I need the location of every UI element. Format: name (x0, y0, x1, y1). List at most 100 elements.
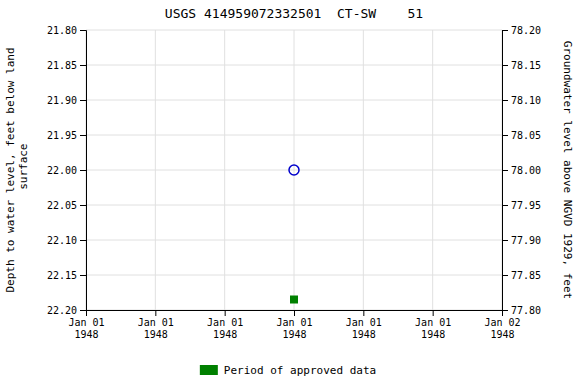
tick-mark (363, 310, 364, 316)
tick: 78.10 (502, 95, 541, 106)
tick: 78.00 (502, 165, 541, 176)
tick-label: 78.15 (511, 60, 541, 71)
tick-label-line: 1948 (144, 329, 168, 340)
tick-label-line: 1948 (490, 329, 514, 340)
tick: 78.05 (502, 130, 541, 141)
series (289, 165, 299, 175)
axis-line (503, 31, 509, 311)
tick-label: 21.85 (47, 60, 77, 71)
grid-line-y (86, 275, 502, 276)
tick-label: 78.05 (511, 130, 541, 141)
x-axis: Jan 011948Jan 011948Jan 011948Jan 011948… (68, 310, 520, 340)
tick-mark (502, 275, 508, 276)
tick-mark (80, 275, 86, 276)
grid (86, 30, 502, 310)
tick: Jan 011948 (415, 310, 451, 340)
tick-label: 22.20 (47, 305, 77, 316)
tick-label: Jan 011948 (68, 317, 104, 340)
marks (289, 165, 299, 303)
tick-label-line: Jan 01 (346, 317, 382, 328)
tick-label-line: Jan 01 (68, 317, 104, 328)
y-axis: 21.8021.8521.9021.9522.0022.0522.1022.15… (47, 25, 87, 316)
tick-mark (80, 170, 86, 171)
tick-label: 78.00 (511, 165, 541, 176)
tick-mark (502, 205, 508, 206)
tick: Jan 011948 (276, 310, 312, 340)
tick-mark (80, 100, 86, 101)
tick-label: Jan 011948 (415, 317, 451, 340)
tick: Jan 011948 (346, 310, 382, 340)
y2-axis: 78.20 78.15 78.10 78.05 78.00 77.95 77.90 77.85… (502, 25, 541, 316)
tick-label-line: Jan 01 (207, 317, 243, 328)
tick-label: Jan 011948 (207, 317, 243, 340)
tick-mark (80, 65, 86, 66)
grid-line-y (86, 205, 502, 206)
tick-label-line: Jan 02 (484, 317, 520, 328)
axis-line (80, 31, 87, 311)
tick: 21.80 (47, 25, 86, 36)
tick-label: Jan 011948 (276, 317, 312, 340)
tick-mark (80, 205, 86, 206)
tick-label: 22.15 (47, 270, 77, 281)
tick-label: Jan 011948 (346, 317, 382, 340)
title: USGS 414959072332501 CT-SW 51 (165, 6, 423, 21)
tick-label: Jan 021948 (484, 317, 520, 340)
tick-label-line: 1948 (74, 329, 98, 340)
tick-mark (502, 30, 508, 31)
y2-axis-title: Groundwater level above NGVD 1929, feet (561, 41, 574, 299)
tick-label: 21.80 (47, 25, 77, 36)
tick-label: Jan 011948 (138, 317, 174, 340)
axis-title-line: surface (17, 144, 30, 197)
tick: 77.80 (502, 305, 541, 316)
legend: Period of approved data (200, 364, 376, 377)
tick-label: 77.90 (511, 235, 541, 246)
grid-line-y (86, 30, 502, 31)
grid-line-y (86, 135, 502, 136)
legend-label: Period of approved data (224, 364, 376, 377)
axis-title-line: Depth to water level, feet below land (4, 47, 17, 292)
tick-mark (502, 240, 508, 241)
tick-label: 22.10 (47, 235, 77, 246)
legend-swatch (200, 365, 218, 375)
tick: 78.20 (502, 25, 541, 36)
series (291, 296, 298, 303)
tick-mark (225, 310, 226, 316)
tick: 21.85 (47, 60, 86, 71)
tick-mark (502, 135, 508, 136)
tick-label: 78.20 (511, 25, 541, 36)
tick-mark (80, 240, 86, 241)
tick: 22.15 (47, 270, 86, 281)
tick: 21.90 (47, 95, 86, 106)
tick: 77.90 (502, 235, 541, 246)
chart: Jan 011948Jan 011948Jan 011948Jan 011948… (0, 0, 576, 384)
tick-label: 78.10 (511, 95, 541, 106)
plot: Jan 011948Jan 011948Jan 011948Jan 011948… (47, 25, 541, 340)
grid-line-y (86, 65, 502, 66)
tick-label: 77.95 (511, 200, 541, 211)
tick-label: 21.90 (47, 95, 77, 106)
tick-mark (294, 310, 295, 316)
tick-mark (502, 65, 508, 66)
tick: 22.20 (47, 305, 86, 316)
tick-label: 77.85 (511, 270, 541, 281)
tick: 22.10 (47, 235, 86, 246)
tick: 78.15 (502, 60, 541, 71)
tick-label-line: 1948 (213, 329, 237, 340)
axis-line (87, 311, 503, 317)
tick-label-line: Jan 01 (276, 317, 312, 328)
grid-line-y (86, 240, 502, 241)
tick-mark (155, 310, 156, 316)
tick-label-line: 1948 (282, 329, 306, 340)
point (289, 165, 299, 175)
tick: 77.85 (502, 270, 541, 281)
tick-mark (80, 310, 86, 311)
tick-mark (502, 170, 508, 171)
tick-mark (80, 135, 86, 136)
tick-label: 21.95 (47, 130, 77, 141)
tick: Jan 011948 (138, 310, 174, 340)
tick-label-line: 1948 (352, 329, 376, 340)
grid-line-y (86, 170, 502, 171)
tick-label-line: Jan 01 (138, 317, 174, 328)
grid-line-y (86, 100, 502, 101)
point (291, 296, 298, 303)
